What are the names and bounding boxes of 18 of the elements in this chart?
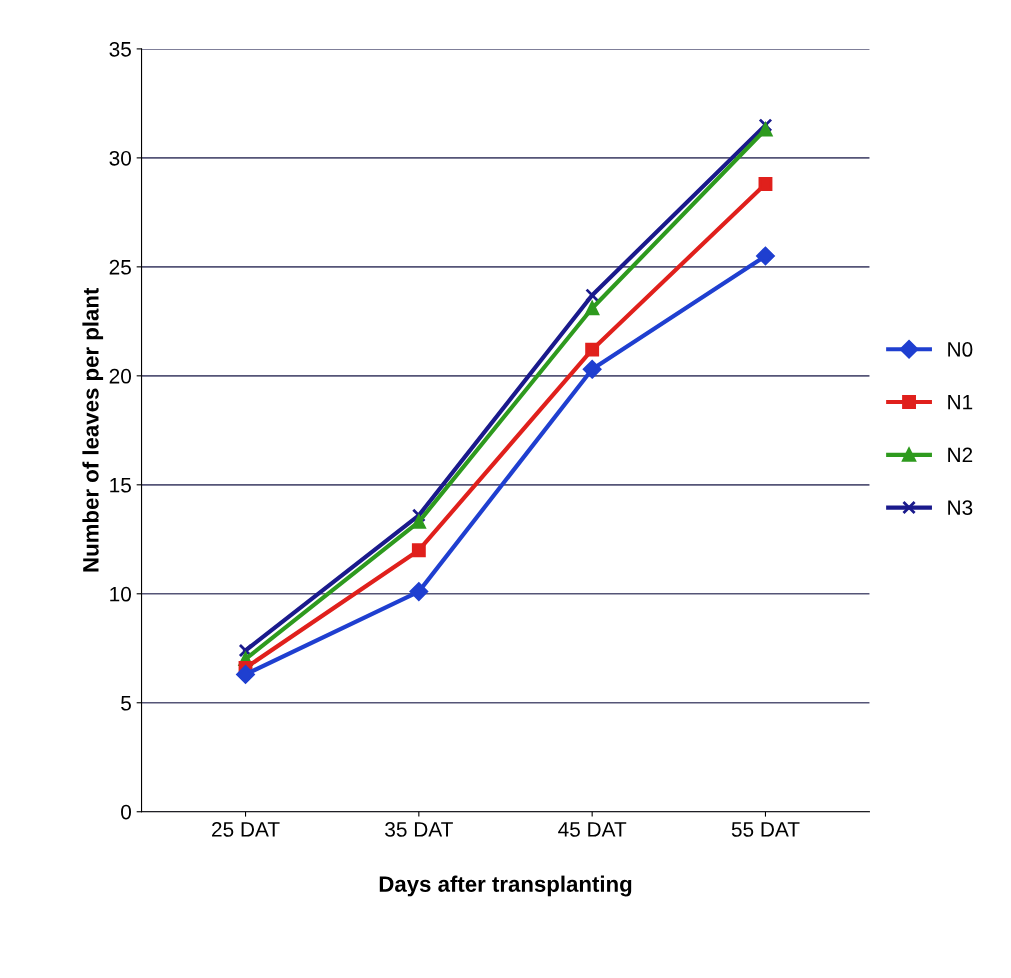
legend-label: N0 bbox=[948, 342, 973, 357]
y-axis-title: Number of leaves per plant bbox=[82, 287, 104, 572]
y-tick-label: 5 bbox=[121, 695, 131, 711]
y-tick-label: 25 bbox=[109, 259, 131, 275]
legend-label: N3 bbox=[948, 500, 973, 516]
y-tick-label: 15 bbox=[110, 478, 131, 493]
x-tick-label: 45 DAT bbox=[558, 822, 627, 837]
x-axis-title: Days after transplanting bbox=[379, 875, 632, 897]
y-tick-label: 0 bbox=[121, 804, 131, 820]
y-tick-label: 35 bbox=[109, 41, 131, 57]
x-tick-label: 25 DAT bbox=[212, 822, 280, 837]
y-tick-label: 10 bbox=[110, 586, 132, 602]
y-tick-label: 20 bbox=[109, 368, 132, 384]
x-tick-label: 55 DAT bbox=[731, 822, 800, 837]
y-tick-label: 30 bbox=[109, 150, 132, 166]
legend-label: N2 bbox=[948, 447, 973, 463]
legend-label: N1 bbox=[948, 395, 973, 410]
x-tick-label: 35 DAT bbox=[385, 822, 453, 837]
